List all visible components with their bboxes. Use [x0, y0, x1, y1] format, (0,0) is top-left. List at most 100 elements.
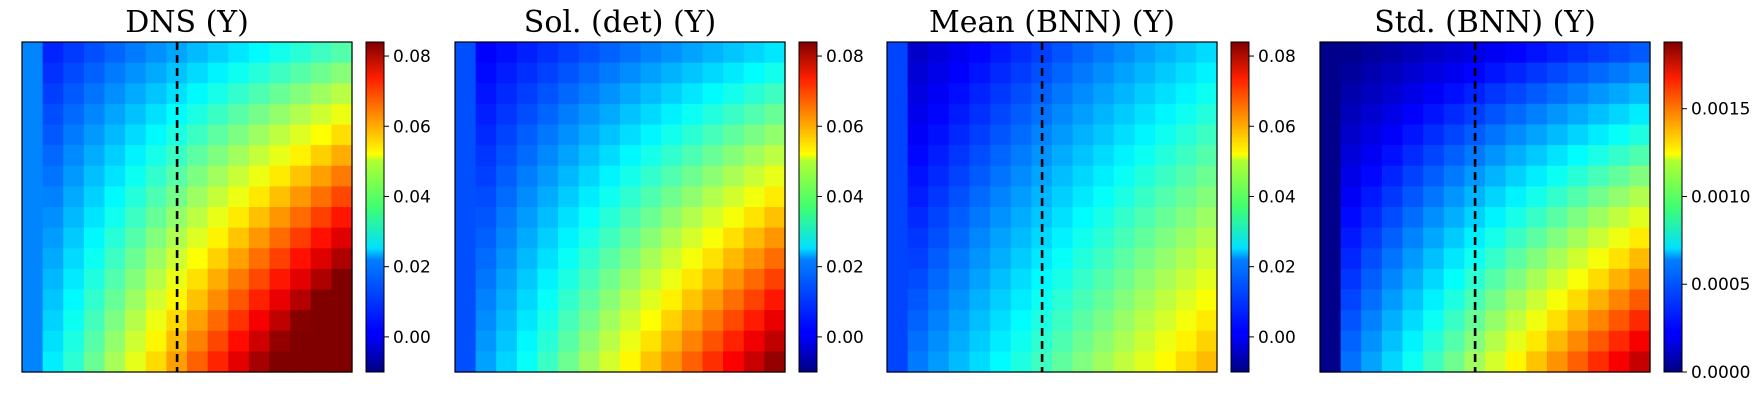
- heatmap-cell: [1010, 42, 1032, 64]
- colorbar-tick-label: 0.0010: [1691, 187, 1750, 207]
- heatmap-cell: [1093, 227, 1115, 249]
- heatmap-cell: [1485, 248, 1507, 270]
- heatmap-cell: [1196, 165, 1218, 187]
- heatmap-cell: [42, 165, 64, 187]
- heatmap-cell: [290, 330, 312, 352]
- colorbar-tick-label: 0.0000: [1691, 363, 1750, 383]
- heatmap-cell: [948, 289, 971, 311]
- heatmap-cell: [331, 310, 353, 332]
- heatmap-cell: [1340, 186, 1362, 208]
- heatmap-cell: [1340, 289, 1362, 311]
- heatmap-cell: [1505, 330, 1527, 352]
- heatmap-cell: [1361, 145, 1383, 167]
- heatmap-cell: [743, 289, 765, 311]
- heatmap-cell: [104, 103, 126, 126]
- heatmap-cell: [310, 289, 332, 311]
- heatmap-cell: [990, 351, 1012, 373]
- heatmap-cell: [599, 351, 621, 373]
- heatmap-cell: [63, 62, 85, 84]
- heatmap-cell: [516, 124, 539, 146]
- heatmap-cell: [1361, 351, 1383, 373]
- heatmap-cell: [681, 289, 704, 311]
- heatmap-cell: [764, 145, 786, 167]
- heatmap-cell: [1505, 310, 1527, 332]
- heatmap-cell: [907, 42, 929, 64]
- heatmap-cell: [125, 227, 147, 249]
- heatmap-cell: [42, 289, 64, 311]
- heatmap-cell: [1072, 207, 1094, 229]
- heatmap-cell: [1361, 124, 1383, 146]
- heatmap-cell: [166, 248, 188, 270]
- heatmap-cell: [1443, 207, 1465, 229]
- heatmap-cell: [537, 42, 559, 64]
- heatmap-cell: [948, 165, 971, 187]
- heatmap-cell: [1134, 207, 1156, 229]
- heatmap-cell: [516, 42, 539, 64]
- heatmap-cell: [207, 207, 229, 229]
- heatmap-cell: [331, 62, 353, 84]
- heatmap-cell: [558, 186, 580, 208]
- heatmap-cell: [1608, 268, 1630, 291]
- heatmap-cell: [496, 351, 518, 373]
- heatmap-cell: [681, 165, 704, 187]
- panel-2: Sol. (det) (Y) 0.00 0.02 0.04 0.06 0.08: [454, 5, 864, 373]
- heatmap-cell: [1381, 351, 1404, 373]
- heatmap-cell: [1505, 268, 1527, 291]
- heatmap-cell: [1052, 248, 1074, 270]
- heatmap-cell: [764, 310, 786, 332]
- heatmap-cell: [496, 186, 518, 208]
- heatmap-cell: [1464, 248, 1486, 270]
- heatmap-cell: [1485, 207, 1507, 229]
- heatmap-cell: [455, 207, 477, 229]
- heatmap-cell: [1320, 227, 1342, 249]
- heatmap-cell: [207, 83, 229, 105]
- heatmap-cell: [1031, 145, 1053, 167]
- heatmap-cell: [187, 165, 209, 187]
- heatmap-cell: [599, 83, 621, 105]
- heatmap-cell: [1196, 268, 1218, 291]
- heatmap-cell: [1052, 103, 1074, 126]
- heatmap-cell: [516, 310, 539, 332]
- heatmap-cell: [269, 330, 291, 352]
- heatmap-cell: [599, 248, 621, 270]
- heatmap-cell: [187, 124, 209, 146]
- heatmap-cell: [1010, 248, 1032, 270]
- heatmap-cell: [145, 248, 167, 270]
- heatmap-cell: [1320, 42, 1342, 64]
- heatmap-cell: [331, 165, 353, 187]
- heatmap-cell: [599, 62, 621, 84]
- heatmap-cell: [104, 351, 126, 373]
- heatmap-cell: [1072, 103, 1094, 126]
- heatmap-cell: [1588, 145, 1610, 167]
- heatmap-cell: [640, 248, 662, 270]
- heatmap-cell: [723, 207, 745, 229]
- heatmap-cell: [1505, 227, 1527, 249]
- heatmap-cell: [1113, 227, 1136, 249]
- heatmap-cell: [475, 248, 497, 270]
- heatmap-cell: [1464, 145, 1486, 167]
- heatmap-cell: [125, 62, 147, 84]
- heatmap-cell: [1608, 165, 1630, 187]
- heatmap-cell: [207, 145, 229, 167]
- heatmap-cell: [145, 330, 167, 352]
- heatmap-cell: [1093, 145, 1115, 167]
- heatmap-cell: [1505, 83, 1527, 105]
- heatmap-cell: [207, 103, 229, 126]
- heatmap-cell: [1629, 124, 1651, 146]
- heatmap-cell: [640, 227, 662, 249]
- heatmap-cell: [455, 248, 477, 270]
- heatmap-cell: [640, 207, 662, 229]
- heatmap-cell: [948, 330, 971, 352]
- heatmap-cell: [1588, 268, 1610, 291]
- heatmap-cell: [1175, 227, 1197, 249]
- heatmap-cell: [1485, 289, 1507, 311]
- heatmap-cell: [558, 165, 580, 187]
- heatmap-cell: [1340, 207, 1362, 229]
- heatmap-cell: [1093, 330, 1115, 352]
- heatmap-cell: [248, 124, 271, 146]
- heatmap-cell: [928, 124, 950, 146]
- heatmap-cell: [1134, 103, 1156, 126]
- heatmap-cell: [1608, 103, 1630, 126]
- heatmap-cell: [1443, 268, 1465, 291]
- heatmap-cell: [1608, 83, 1630, 105]
